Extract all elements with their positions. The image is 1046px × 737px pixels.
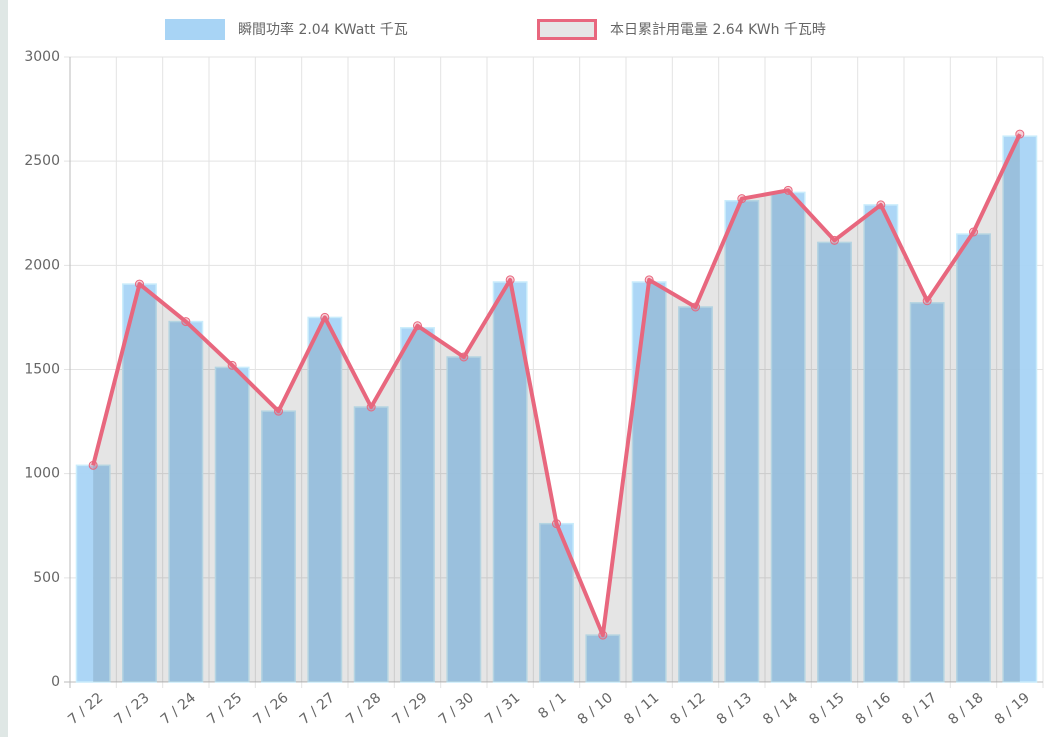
bar xyxy=(631,281,667,683)
bar xyxy=(770,191,806,683)
bar xyxy=(678,306,713,683)
line-point xyxy=(320,312,330,322)
line-point xyxy=(830,235,839,245)
bar xyxy=(353,406,389,683)
line-point xyxy=(552,519,561,529)
line-point xyxy=(922,296,932,306)
line-point xyxy=(505,275,515,285)
line-point xyxy=(181,317,191,327)
bar xyxy=(817,241,852,683)
line-point xyxy=(969,227,978,237)
bar xyxy=(863,204,899,683)
y-tick-label: 0 xyxy=(51,674,60,690)
line-point xyxy=(227,360,237,370)
line-point xyxy=(644,275,654,285)
line-point xyxy=(459,352,469,362)
bar xyxy=(585,634,621,683)
legend-swatch xyxy=(537,19,597,40)
line xyxy=(91,133,1022,638)
line-point xyxy=(598,630,608,640)
legend-swatch xyxy=(165,19,225,40)
bar xyxy=(75,464,111,683)
line-point xyxy=(1015,129,1025,139)
y-tick-label: 2500 xyxy=(24,153,60,169)
bar xyxy=(261,410,296,683)
y-tick-label: 3000 xyxy=(24,49,60,65)
bar xyxy=(400,327,435,683)
line-point xyxy=(737,194,747,204)
bar xyxy=(446,356,482,683)
legend-label: 本日累計用電量 2.64 KWh 千瓦時 xyxy=(610,22,826,38)
bar xyxy=(122,283,157,683)
y-tick-label: 2000 xyxy=(24,257,60,273)
bar xyxy=(909,302,945,683)
line-point xyxy=(88,460,98,470)
line-area xyxy=(93,134,1020,683)
bar xyxy=(539,522,574,683)
line-point xyxy=(413,321,422,331)
bar xyxy=(307,316,343,683)
line-point xyxy=(691,302,700,312)
line-point xyxy=(783,185,793,195)
line-point xyxy=(366,402,376,412)
bar xyxy=(724,200,760,683)
line-point xyxy=(135,279,144,289)
line-point xyxy=(274,406,283,416)
y-tick-label: 1500 xyxy=(24,362,60,378)
y-tick-label: 1000 xyxy=(24,466,60,482)
legend-label: 瞬間功率 2.04 KWatt 千瓦 xyxy=(238,21,408,38)
line-point xyxy=(876,200,886,210)
bar xyxy=(214,366,250,683)
y-tick-label: 500 xyxy=(33,570,60,586)
